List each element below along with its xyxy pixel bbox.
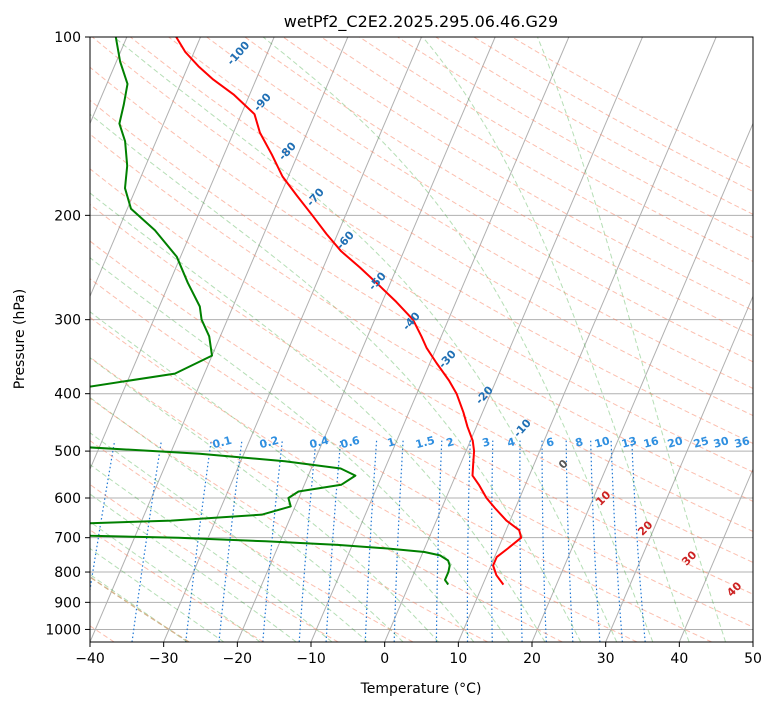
x-tick-label: 50: [744, 651, 762, 667]
x-tick-label: 20: [523, 651, 541, 667]
y-tick-label: 200: [54, 208, 81, 224]
y-tick-label: 100: [54, 30, 81, 46]
y-tick-label: 900: [54, 595, 81, 611]
x-tick-label: −40: [75, 651, 105, 667]
y-tick-label: 700: [54, 531, 81, 547]
y-tick-label: 800: [54, 565, 81, 581]
x-axis-label: Temperature (°C): [360, 681, 482, 697]
y-tick-label: 600: [54, 491, 81, 507]
x-tick-label: −30: [149, 651, 179, 667]
x-tick-label: −20: [223, 651, 253, 667]
y-tick-label: 1000: [45, 622, 81, 638]
x-tick-label: 0: [380, 651, 389, 667]
y-axis-label: Pressure (hPa): [12, 289, 28, 389]
chart-title: wetPf2_C2E2.2025.295.06.46.G29: [284, 12, 558, 32]
y-tick-label: 300: [54, 313, 81, 329]
y-tick-label: 500: [54, 444, 81, 460]
y-tick-label: 400: [54, 387, 81, 403]
x-tick-label: 30: [597, 651, 615, 667]
x-tick-label: 40: [670, 651, 688, 667]
x-tick-label: 10: [449, 651, 467, 667]
x-tick-label: −10: [296, 651, 326, 667]
